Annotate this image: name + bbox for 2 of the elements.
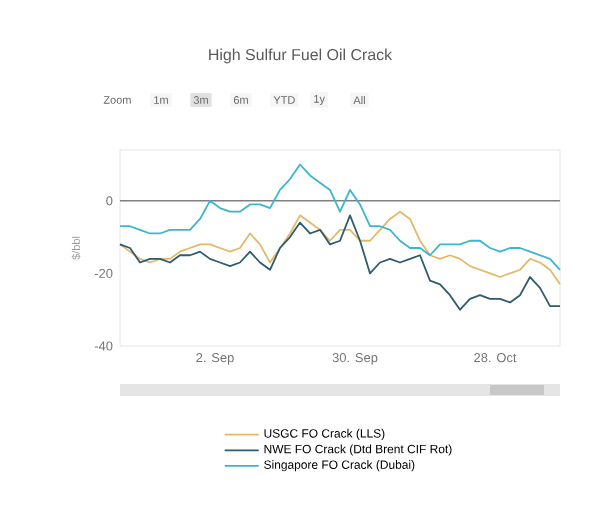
line-series [119,210,561,286]
line-series [119,214,561,311]
